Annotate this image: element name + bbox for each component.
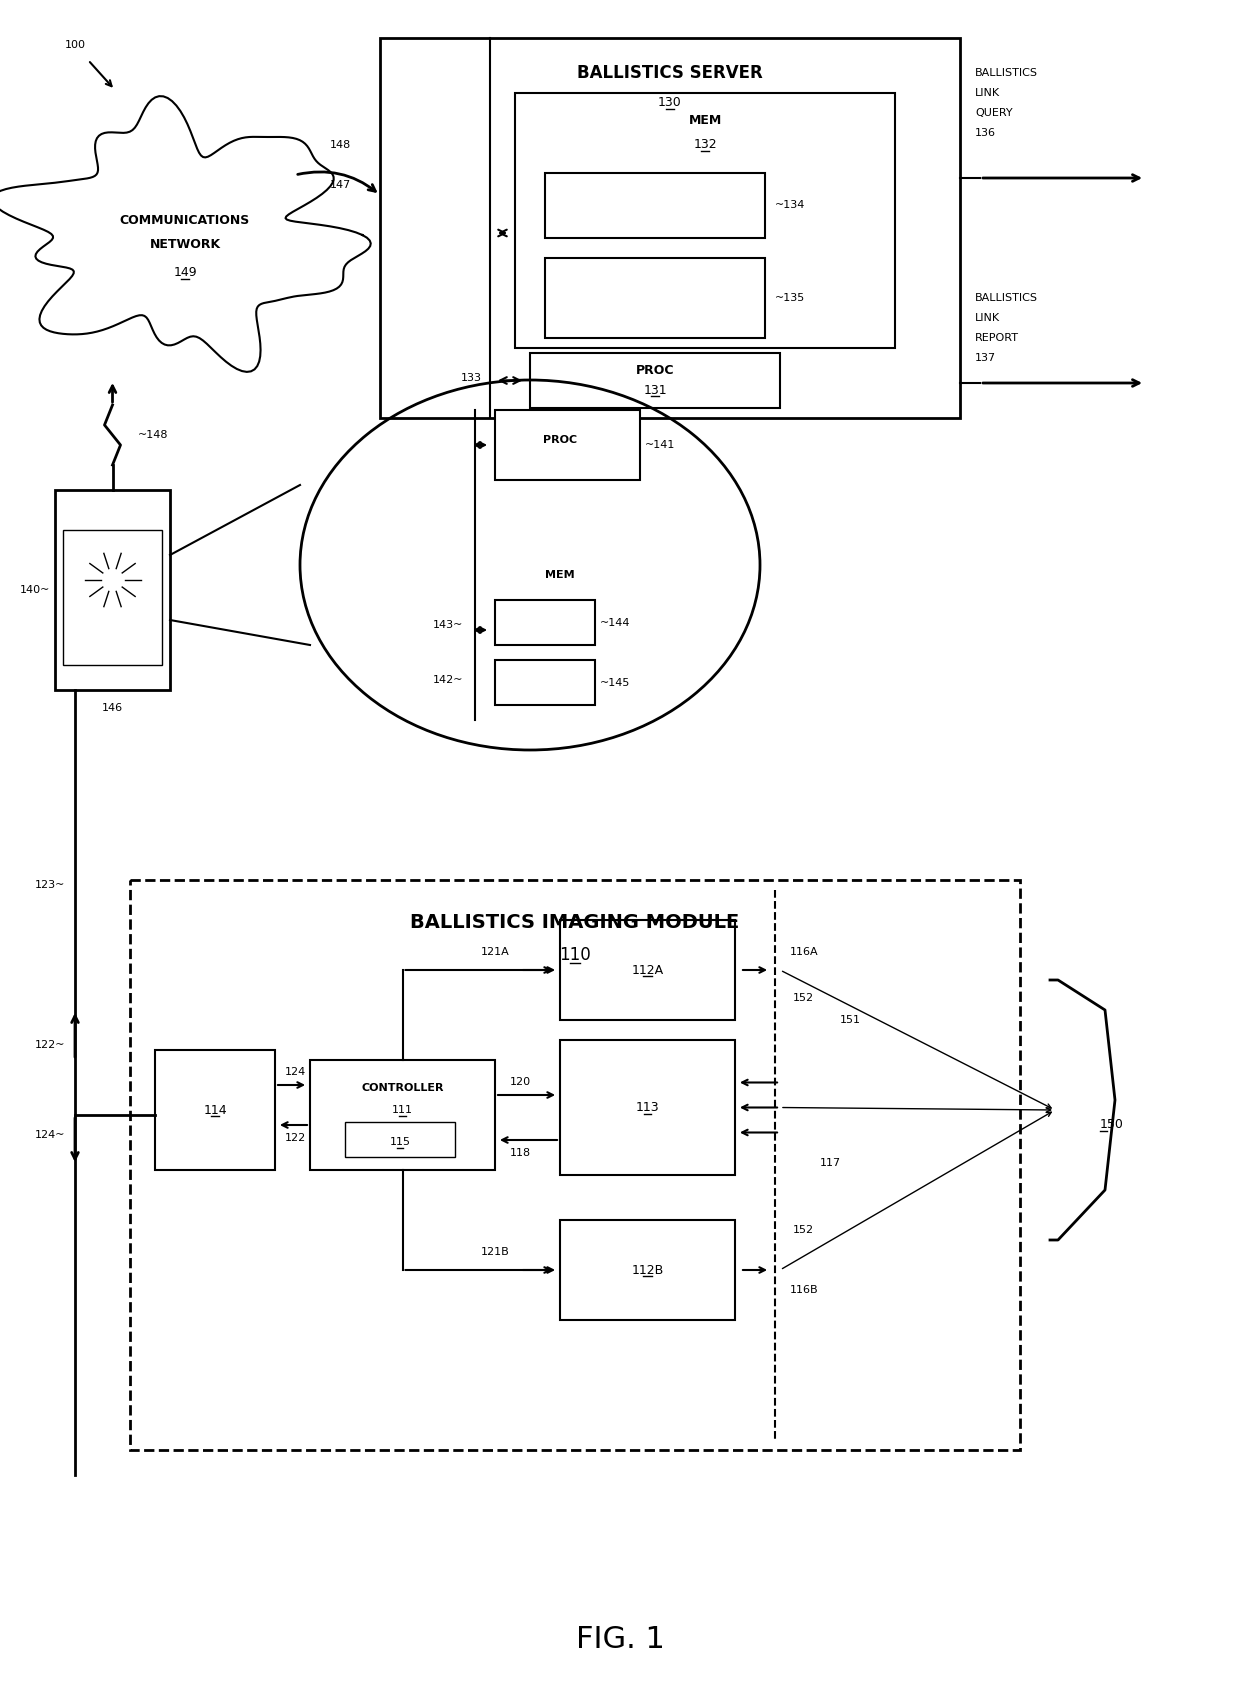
Text: 120: 120 bbox=[510, 1077, 531, 1088]
Text: ~145: ~145 bbox=[600, 677, 630, 688]
Text: 100: 100 bbox=[64, 41, 86, 49]
Text: 122~: 122~ bbox=[35, 1040, 64, 1050]
Text: ~135: ~135 bbox=[775, 293, 805, 303]
Bar bbox=[379, 37, 960, 419]
Text: 121A: 121A bbox=[481, 946, 510, 957]
Text: 146: 146 bbox=[102, 703, 123, 713]
Text: FIG. 1: FIG. 1 bbox=[575, 1625, 665, 1654]
Text: QUERY: QUERY bbox=[975, 107, 1013, 117]
Text: 150: 150 bbox=[1100, 1118, 1123, 1132]
Bar bbox=[546, 174, 765, 238]
Text: 124: 124 bbox=[284, 1067, 305, 1077]
Text: MEM: MEM bbox=[546, 570, 575, 580]
Text: 117: 117 bbox=[820, 1157, 841, 1168]
Bar bbox=[560, 1220, 735, 1321]
Text: 147: 147 bbox=[330, 180, 351, 191]
Text: MEM: MEM bbox=[688, 114, 722, 128]
Text: CONTROLLER: CONTROLLER bbox=[361, 1082, 444, 1093]
Bar bbox=[130, 880, 1021, 1450]
Text: 121B: 121B bbox=[481, 1248, 510, 1258]
Bar bbox=[155, 1050, 275, 1169]
Text: 114: 114 bbox=[203, 1103, 227, 1117]
Text: ~148: ~148 bbox=[138, 431, 167, 441]
Text: 131: 131 bbox=[644, 383, 667, 397]
Bar bbox=[63, 529, 162, 665]
Text: 116B: 116B bbox=[790, 1285, 818, 1295]
Text: 140~: 140~ bbox=[20, 585, 50, 596]
Text: LINK: LINK bbox=[975, 313, 1001, 323]
Text: 152: 152 bbox=[794, 1225, 815, 1236]
Text: 137: 137 bbox=[975, 352, 996, 363]
Text: 124~: 124~ bbox=[35, 1130, 64, 1140]
Text: 116A: 116A bbox=[790, 946, 818, 957]
Text: 136: 136 bbox=[975, 128, 996, 138]
Text: 148: 148 bbox=[330, 140, 351, 150]
Bar bbox=[495, 660, 595, 705]
Text: ~134: ~134 bbox=[775, 201, 805, 211]
Text: 122: 122 bbox=[284, 1134, 305, 1144]
Text: 110: 110 bbox=[559, 946, 591, 963]
Bar bbox=[310, 1060, 495, 1169]
Text: REPORT: REPORT bbox=[975, 334, 1019, 344]
Text: 152: 152 bbox=[794, 992, 815, 1002]
Text: BALLISTICS IMAGING MODULE: BALLISTICS IMAGING MODULE bbox=[410, 912, 739, 931]
Text: LINK: LINK bbox=[975, 89, 1001, 99]
Bar bbox=[560, 1040, 735, 1174]
Text: COMMUNICATIONS: COMMUNICATIONS bbox=[120, 213, 250, 226]
Text: 151: 151 bbox=[839, 1014, 861, 1025]
Text: 118: 118 bbox=[510, 1149, 531, 1157]
Text: 111: 111 bbox=[392, 1105, 413, 1115]
Bar bbox=[546, 259, 765, 339]
Text: ~141: ~141 bbox=[645, 441, 676, 449]
Text: PROC: PROC bbox=[543, 436, 577, 444]
Text: ~144: ~144 bbox=[600, 618, 630, 628]
Text: 112A: 112A bbox=[631, 963, 663, 977]
Text: 132: 132 bbox=[693, 138, 717, 151]
Text: 115: 115 bbox=[389, 1137, 410, 1147]
Bar bbox=[515, 94, 895, 347]
Bar bbox=[345, 1122, 455, 1157]
Bar bbox=[495, 410, 640, 480]
Text: 123~: 123~ bbox=[35, 880, 64, 890]
Text: 112B: 112B bbox=[631, 1263, 663, 1276]
Text: 142~: 142~ bbox=[433, 676, 463, 684]
Text: BALLISTICS: BALLISTICS bbox=[975, 293, 1038, 303]
Bar bbox=[560, 921, 735, 1019]
Text: 133: 133 bbox=[461, 373, 482, 383]
Text: 149: 149 bbox=[174, 267, 197, 279]
Text: 143~: 143~ bbox=[433, 620, 463, 630]
Bar bbox=[55, 490, 170, 689]
Bar bbox=[495, 601, 595, 645]
Text: BALLISTICS: BALLISTICS bbox=[975, 68, 1038, 78]
Text: PROC: PROC bbox=[636, 364, 675, 378]
Text: NETWORK: NETWORK bbox=[150, 238, 221, 252]
Text: BALLISTICS SERVER: BALLISTICS SERVER bbox=[577, 65, 763, 82]
Bar bbox=[529, 352, 780, 408]
Text: 113: 113 bbox=[636, 1101, 660, 1115]
Text: 130: 130 bbox=[658, 97, 682, 109]
